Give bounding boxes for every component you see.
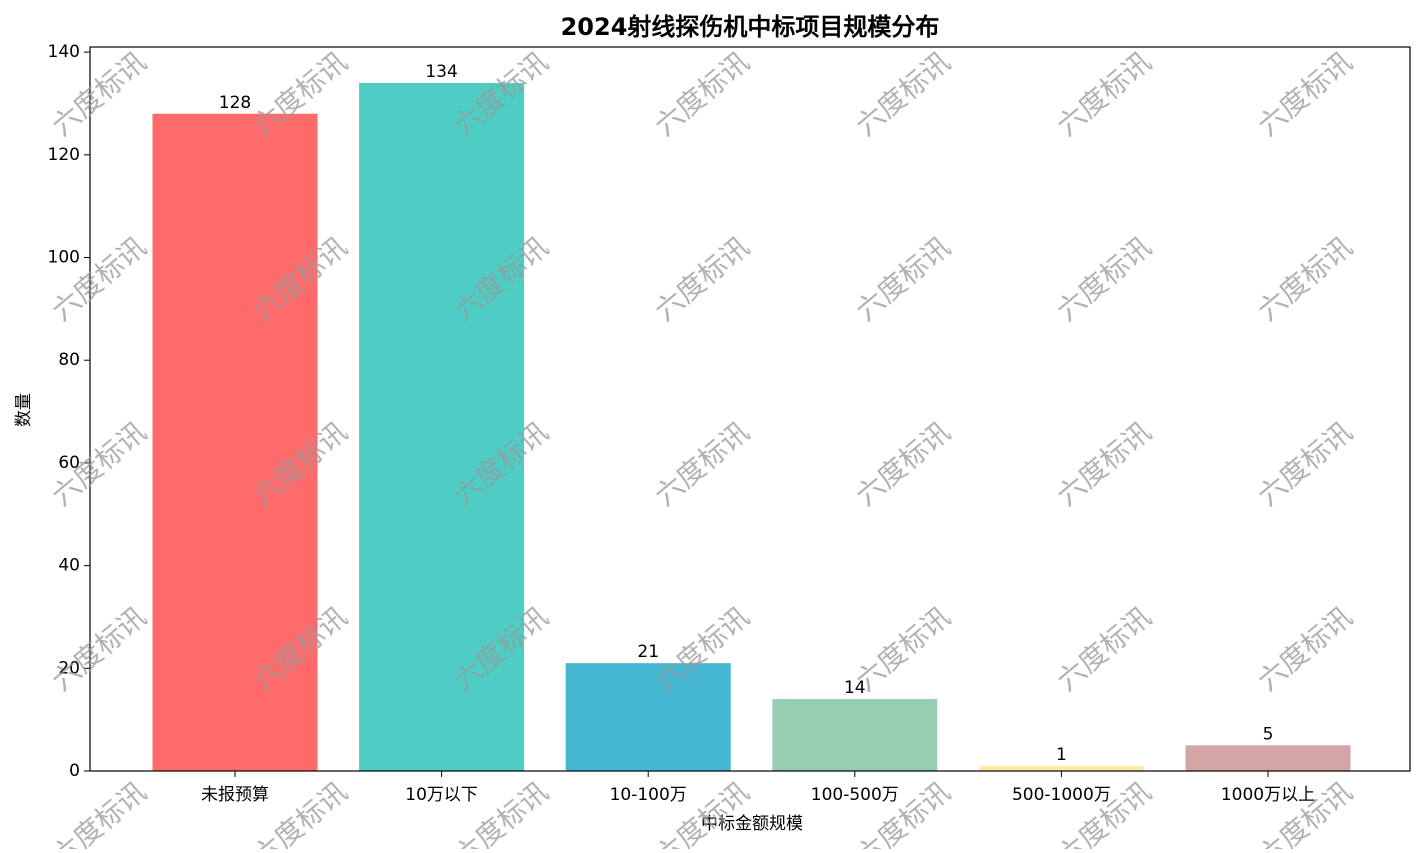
x-tick-label: 1000万以上 <box>1221 785 1315 805</box>
bar <box>565 663 731 771</box>
y-tick-label: 140 <box>48 42 80 62</box>
y-tick-label: 20 <box>58 658 80 678</box>
watermark: 六度标讯 <box>649 45 756 142</box>
value-label: 134 <box>425 62 457 82</box>
value-label: 1 <box>1056 745 1067 765</box>
plot-frame <box>89 46 1411 772</box>
watermark: 六度标讯 <box>46 600 153 697</box>
value-label: 14 <box>844 678 866 698</box>
watermark: 六度标讯 <box>850 415 957 512</box>
value-label: 128 <box>219 93 251 113</box>
chart-title: 2024射线探伤机中标项目规模分布 <box>561 13 940 41</box>
y-tick-label: 60 <box>58 453 80 473</box>
x-tick-label: 未报预算 <box>201 785 269 805</box>
x-tick-label: 10-100万 <box>610 785 687 805</box>
watermark: 六度标讯 <box>850 600 957 697</box>
y-tick-label: 80 <box>58 350 80 370</box>
watermark: 六度标讯 <box>1252 415 1359 512</box>
y-tick-label: 0 <box>69 761 80 781</box>
x-tick-label: 10万以下 <box>405 785 478 805</box>
y-tick-label: 120 <box>48 145 80 165</box>
watermark: 六度标讯 <box>1051 230 1158 327</box>
y-axis-label: 数量 <box>14 393 34 427</box>
bar <box>772 699 938 771</box>
bar <box>152 113 318 771</box>
x-tick-label: 100-500万 <box>811 785 899 805</box>
watermark: 六度标讯 <box>649 230 756 327</box>
x-tick-label: 500-1000万 <box>1012 785 1111 805</box>
value-label: 5 <box>1263 724 1274 744</box>
y-tick-label: 100 <box>48 248 80 268</box>
value-label: 21 <box>637 642 659 662</box>
watermark: 六度标讯 <box>1051 415 1158 512</box>
y-tick-label: 40 <box>58 556 80 576</box>
x-axis-label: 中标金额规模 <box>701 814 803 834</box>
watermark: 六度标讯 <box>1051 600 1158 697</box>
watermark: 六度标讯 <box>1252 230 1359 327</box>
bar <box>1185 745 1351 771</box>
watermark: 六度标讯 <box>850 230 957 327</box>
watermark: 六度标讯 <box>46 775 153 849</box>
watermark: 六度标讯 <box>850 45 957 142</box>
watermark: 六度标讯 <box>1252 45 1359 142</box>
bar <box>978 765 1144 771</box>
bar <box>359 82 525 772</box>
watermark: 六度标讯 <box>1252 600 1359 697</box>
watermark: 六度标讯 <box>1051 45 1158 142</box>
watermark: 六度标讯 <box>649 415 756 512</box>
watermark: 六度标讯 <box>46 230 153 327</box>
